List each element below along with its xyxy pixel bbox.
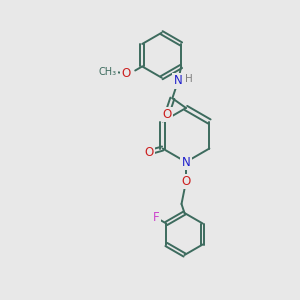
Text: N: N [182, 155, 190, 169]
Text: O: O [162, 108, 172, 121]
Text: CH₃: CH₃ [99, 67, 117, 77]
Text: O: O [122, 67, 130, 80]
Text: O: O [182, 175, 190, 188]
Text: O: O [144, 146, 154, 159]
Text: H: H [185, 74, 193, 84]
Text: N: N [174, 74, 183, 87]
Text: F: F [153, 211, 159, 224]
